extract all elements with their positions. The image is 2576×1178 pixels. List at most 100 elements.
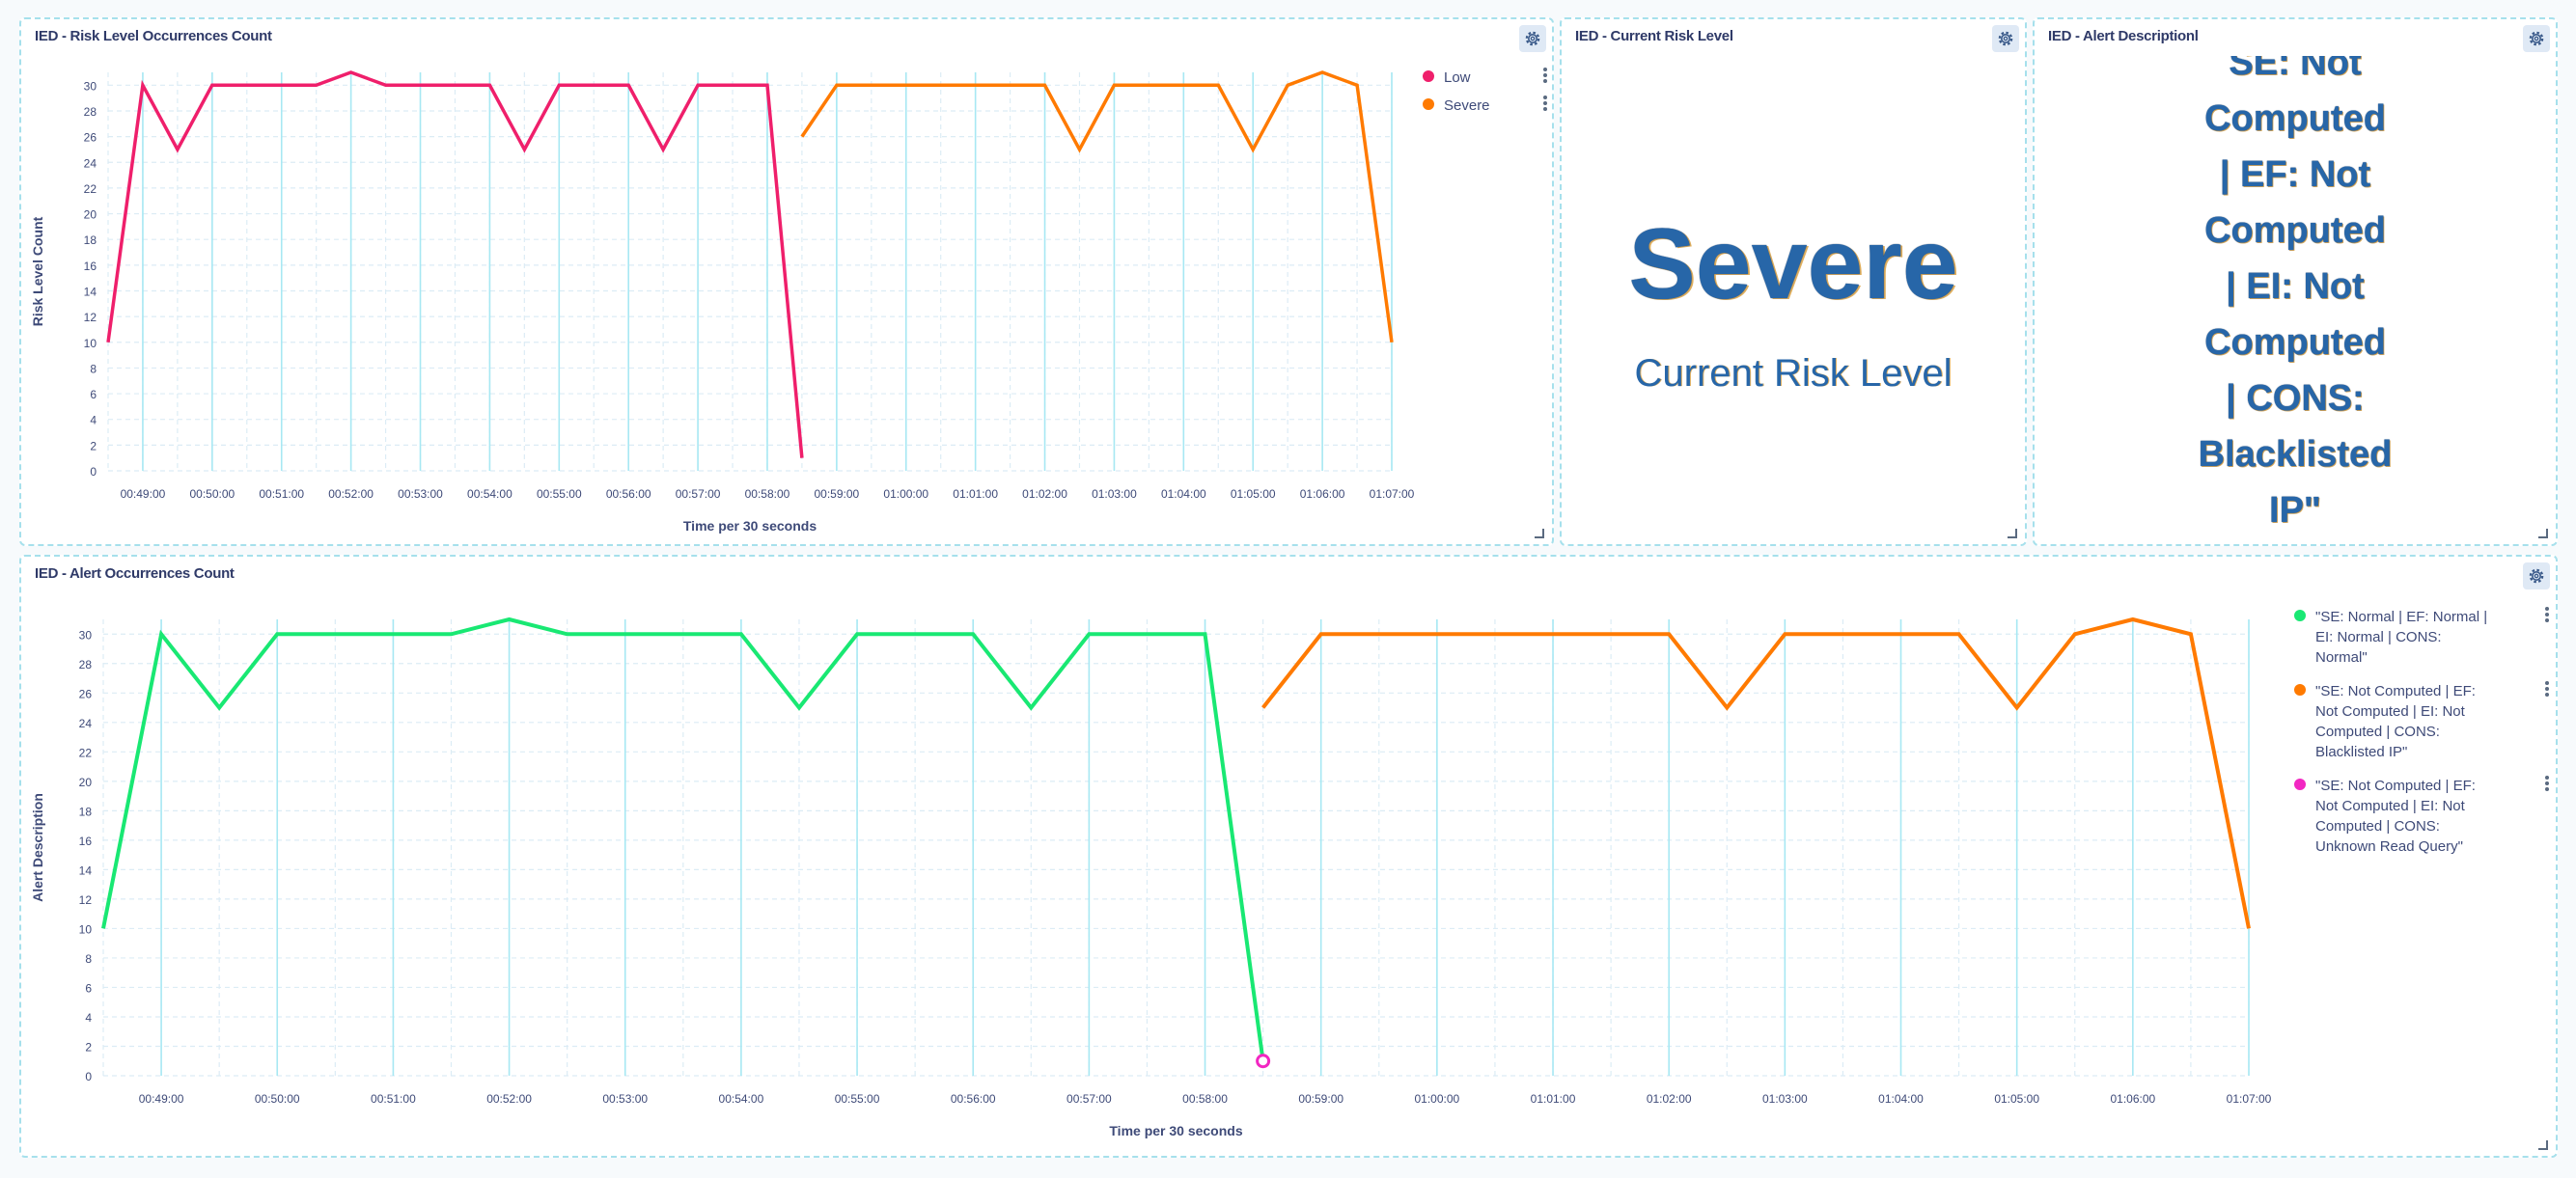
y-tick-label: 2 [90, 439, 97, 452]
current-risk-panel: IED - Current Risk Level Severe Current … [1560, 17, 2027, 546]
gear-icon[interactable] [2523, 25, 2550, 52]
x-tick-label: 00:50:00 [189, 487, 235, 501]
legend-options-icon[interactable] [2544, 681, 2550, 697]
series-point[interactable] [1256, 1054, 1271, 1069]
panel-title: IED - Current Risk Level [1575, 28, 1733, 44]
legend-label: Severe [1444, 97, 1490, 114]
x-tick-label: 00:56:00 [951, 1092, 996, 1106]
legend-item[interactable]: "SE: Not Computed | EF: Not Computed | EI… [2294, 681, 2550, 762]
legend-label-line: Computed | CONS: [2315, 818, 2440, 835]
legend-label: "SE: Normal | EF: Normal | EI: Normal | C… [2315, 607, 2487, 668]
y-tick-label: 2 [85, 1040, 92, 1054]
x-tick-label: 00:54:00 [467, 487, 512, 501]
gear-icon[interactable] [2523, 562, 2550, 589]
resize-handle[interactable] [1535, 529, 1544, 538]
legend-options-icon[interactable] [1542, 96, 1548, 111]
legend-label-line: Unknown Read Query" [2315, 838, 2463, 855]
x-tick-label: 00:52:00 [486, 1092, 532, 1106]
x-tick-label: 00:58:00 [745, 487, 790, 501]
description-line: | EI: Not [2226, 266, 2365, 307]
description-line: IP" [2269, 490, 2321, 525]
resize-handle[interactable] [2538, 529, 2548, 538]
x-tick-label: 00:51:00 [371, 1092, 416, 1106]
x-tick-label: 01:03:00 [1762, 1092, 1808, 1106]
x-tick-label: 01:07:00 [1370, 487, 1415, 501]
legend-item[interactable]: Severe [1423, 96, 1548, 116]
x-tick-label: 01:01:00 [953, 487, 998, 501]
metric-value: Severe [1628, 208, 1958, 320]
legend-label-line: Blacklisted IP" [2315, 744, 2408, 760]
x-tick-label: 01:04:00 [1161, 487, 1206, 501]
description-line: Computed [2204, 98, 2386, 139]
x-tick-label: 01:04:00 [1878, 1092, 1924, 1106]
legend-options-icon[interactable] [2544, 776, 2550, 791]
y-tick-label: 30 [79, 628, 93, 642]
y-tick-label: 4 [90, 414, 97, 427]
x-tick-label: 00:53:00 [602, 1092, 648, 1106]
resize-handle[interactable] [2008, 529, 2017, 538]
legend-dot-icon [1423, 98, 1434, 110]
x-tick-label: 01:06:00 [2110, 1092, 2155, 1106]
series-line[interactable] [1261, 616, 2251, 929]
x-tick-label: 01:00:00 [883, 487, 928, 501]
y-tick-label: 6 [90, 388, 97, 401]
series-line[interactable] [106, 70, 804, 458]
x-tick-label: 01:02:00 [1647, 1092, 1692, 1106]
gear-icon[interactable] [1992, 25, 2019, 52]
y-tick-label: 6 [85, 981, 92, 995]
x-tick-label: 00:55:00 [537, 487, 582, 501]
y-tick-label: 28 [84, 105, 97, 119]
y-tick-label: 26 [84, 131, 97, 145]
x-tick-label: 01:03:00 [1092, 487, 1137, 501]
legend-item[interactable]: Low [1423, 68, 1548, 88]
resize-handle[interactable] [2538, 1140, 2548, 1150]
description-line: | EF: Not [2219, 154, 2371, 195]
y-tick-label: 8 [85, 952, 92, 966]
description-line: Computed [2204, 322, 2386, 363]
gear-icon[interactable] [1519, 25, 1546, 52]
x-axis-label: Time per 30 seconds [683, 518, 817, 534]
series-line[interactable] [800, 70, 1394, 343]
legend-options-icon[interactable] [1542, 68, 1548, 83]
description-line: Computed [2204, 210, 2386, 251]
legend-label: "SE: Not Computed | EF: Not Computed | EI… [2315, 681, 2476, 762]
y-tick-label: 8 [90, 362, 97, 375]
legend-item[interactable]: "SE: Not Computed | EF: Not Computed | EI… [2294, 776, 2550, 857]
y-tick-label: 20 [84, 208, 97, 222]
legend-dot-icon [1423, 70, 1434, 82]
chart-legend: Low Severe [1423, 68, 1548, 123]
alert-occurrences-panel: IED - Alert Occurrences Count 0 2 4 6 8 10 12 1… [19, 555, 2558, 1158]
y-tick-label: 20 [79, 776, 93, 789]
y-tick-label: 30 [84, 79, 97, 93]
y-tick-label: 18 [79, 805, 93, 818]
panel-title: IED - Alert Descriptionl [2048, 28, 2199, 44]
legend-label-line: Not Computed | EI: Not [2315, 703, 2465, 720]
legend-label-line: EI: Normal | CONS: [2315, 629, 2442, 645]
y-tick-label: 14 [79, 863, 93, 877]
x-tick-label: 00:59:00 [815, 487, 860, 501]
alert-description-panel: IED - Alert Descriptionl SE: Not Computed… [2033, 17, 2558, 546]
y-tick-label: 24 [84, 156, 97, 170]
x-tick-label: 00:50:00 [255, 1092, 300, 1106]
chart-legend: "SE: Normal | EF: Normal | EI: Normal | C… [2294, 607, 2550, 870]
y-tick-label: 10 [79, 922, 93, 936]
legend-label-line: "SE: Not Computed | EF: [2315, 683, 2476, 699]
y-tick-label: 22 [84, 182, 97, 196]
x-tick-label: 00:49:00 [139, 1092, 184, 1106]
x-tick-label: 00:51:00 [259, 487, 304, 501]
y-tick-label: 4 [85, 1011, 92, 1025]
y-tick-label: 14 [84, 285, 97, 298]
series-line[interactable] [101, 616, 1265, 1061]
x-tick-label: 00:49:00 [121, 487, 166, 501]
description-line: SE: Not [2229, 56, 2362, 83]
y-tick-label: 0 [90, 465, 97, 479]
panel-title: IED - Risk Level Occurrences Count [35, 28, 272, 44]
description-text-area: SE: Not Computed | EF: Not Computed | EI: No… [2035, 56, 2556, 525]
legend-item[interactable]: "SE: Normal | EF: Normal | EI: Normal | C… [2294, 607, 2550, 668]
y-tick-label: 12 [84, 311, 97, 324]
legend-options-icon[interactable] [2544, 607, 2550, 622]
panel-title: IED - Alert Occurrences Count [35, 565, 235, 582]
y-tick-label: 18 [84, 233, 97, 247]
